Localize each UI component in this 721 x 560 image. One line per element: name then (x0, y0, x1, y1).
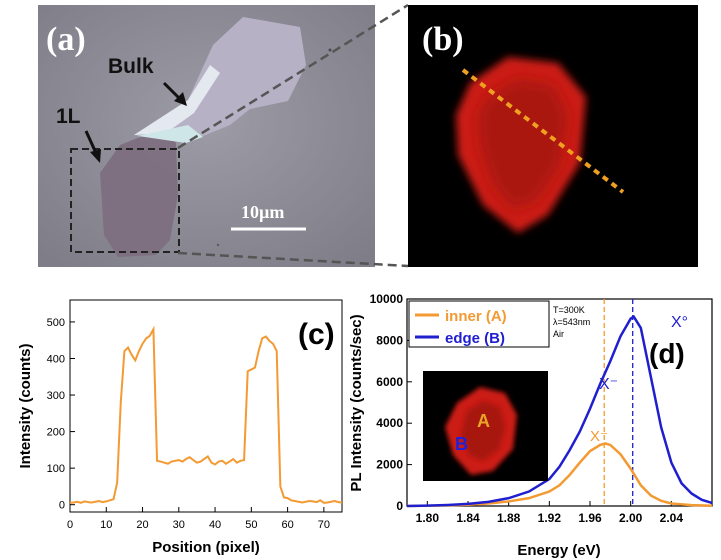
monolayer-arrow (84, 130, 98, 154)
condition-wavelength: λ=543nm (553, 317, 590, 327)
optical-micrograph-panel: (a) Bulk 1L 10µm (38, 5, 375, 267)
inset-label-a: A (477, 411, 490, 431)
panel-c-letter: (c) (298, 318, 335, 351)
x-tick-label-c: 60 (281, 519, 293, 531)
condition-environment: Air (553, 329, 564, 339)
scale-bar-label: 10µm (241, 202, 285, 222)
y-tick-label-c: 0 (59, 500, 65, 512)
x-tick-label-d: 1.88 (497, 511, 521, 525)
x-tick-label-d: 1.80 (416, 511, 440, 525)
panel-d-letter: (d) (649, 338, 685, 369)
x-tick-label-d: 1.92 (538, 511, 562, 525)
pl-map-image (408, 5, 698, 267)
legend-label-edge: edge (B) (445, 330, 505, 347)
y-tick-label-d: 10000 (370, 292, 404, 306)
x-tick-label-d: 1.96 (578, 511, 602, 525)
y-tick-label-d: 0 (396, 499, 403, 513)
region-of-interest-box (70, 148, 180, 253)
condition-temperature: T=300K (553, 305, 585, 315)
legend-label-inner: inner (A) (445, 308, 507, 325)
y-axis-label-d: PL Intensity (counts/sec) (348, 314, 365, 491)
panel-a-letter: (a) (46, 21, 86, 58)
bulk-arrow (162, 81, 182, 101)
profile-series-line (69, 325, 343, 504)
y-tick-label-c: 400 (47, 353, 65, 365)
inset-pl-map: A B (423, 371, 548, 481)
zoom-connector-lines (177, 3, 409, 268)
x-tick-label-d: 1.84 (456, 511, 480, 525)
inner-a-spectrum-line (406, 442, 713, 508)
monolayer-flake (100, 125, 178, 257)
legend: inner (A) edge (B) (408, 300, 550, 348)
pl-spectra-chart: 1.80 1.84 1.88 1.92 1.96 2.00 2.04 0 2000 4000 600… (348, 292, 713, 559)
y-tick-label-d: 4000 (376, 416, 403, 430)
x-axis-label-d: Energy (eV) (517, 542, 600, 559)
y-tick-label-d: 2000 (376, 458, 403, 472)
xminus-a-annotation: X⁻ (590, 428, 608, 445)
line-profile-path (461, 68, 625, 194)
line-profile-chart: 0 10 20 30 40 50 60 70 0 100 200 300 400 500 Position… (17, 299, 343, 556)
optical-micrograph-image (38, 5, 375, 267)
panel-b-letter: (b) (422, 21, 464, 58)
y-tick-label-c: 300 (47, 390, 65, 402)
y-tick-label-d: 6000 (376, 375, 403, 389)
x-axis-label-c: Position (pixel) (152, 539, 260, 556)
x-tick-label-c: 10 (100, 519, 112, 531)
x-tick-label-c: 50 (245, 519, 257, 531)
bulk-label: Bulk (108, 55, 154, 78)
y-tick-label-d: 8000 (376, 333, 403, 347)
x-tick-label-c: 20 (136, 519, 148, 531)
x-tick-label-d: 2.04 (660, 511, 684, 525)
plot-frame-c (69, 299, 343, 513)
x-tick-label-c: 30 (173, 519, 185, 531)
x-tick-label-c: 0 (67, 519, 73, 531)
pl-map-panel: (b) (408, 5, 698, 267)
x-tick-label-c: 70 (318, 519, 330, 531)
monolayer-label: 1L (56, 105, 81, 128)
y-axis-label-c: Intensity (counts) (17, 343, 34, 468)
x-tick-label-c: 40 (209, 519, 221, 531)
edge-b-spectrum-line (406, 314, 713, 508)
inset-label-b: B (455, 434, 468, 454)
y-tick-label-c: 100 (47, 463, 65, 475)
y-tick-label-c: 200 (47, 427, 65, 439)
y-tick-label-c: 500 (47, 317, 65, 329)
x0-annotation: X° (671, 314, 688, 331)
xminus-b-annotation: X⁻ (599, 376, 618, 393)
x-tick-label-d: 2.00 (619, 511, 643, 525)
